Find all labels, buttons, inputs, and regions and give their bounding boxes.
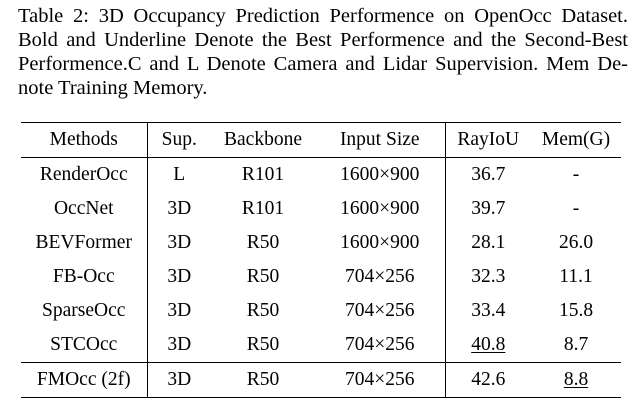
cell-rayiou-best: 42.6 (445, 362, 531, 398)
cell-sup: L (147, 157, 211, 192)
table-row: RenderOcc L R101 1600×900 36.7 - (21, 157, 621, 192)
caption-line: Performence.C and L Denote Camera and Li… (18, 53, 628, 75)
caption-line: Bold and Underline Denote the Best Perfo… (18, 29, 628, 51)
table-row: SparseOcc 3D R50 704×256 33.4 15.8 (21, 294, 621, 328)
cell-method: STCOcc (21, 328, 148, 363)
cell-input-size: 704×256 (315, 328, 446, 363)
cell-mem: 26.0 (558, 232, 594, 253)
cell-input-size: 1600×900 (315, 192, 446, 226)
table-row: BEVFormer 3D R50 1600×900 28.1 26.0 (21, 226, 621, 260)
cell-sup: 3D (167, 334, 192, 355)
cell-input-size: 704×256 (315, 362, 446, 398)
cell-sup: 3D (147, 362, 211, 398)
table-row: OccNet 3D R101 1600×900 39.7 - (21, 192, 621, 226)
cell-backbone: R50 (246, 266, 280, 287)
cell-backbone: R50 (246, 232, 280, 253)
cell-mem-best: 8.7 (563, 334, 589, 355)
header-rayiou: RayIoU (445, 122, 531, 158)
cell-backbone: R101 (211, 157, 315, 192)
cell-method: BEVFormer (21, 226, 148, 260)
cell-rayiou: 28.1 (471, 232, 506, 253)
header-methods: Methods (21, 122, 148, 158)
cell-rayiou: 39.7 (471, 198, 506, 219)
cell-mem: 15.8 (558, 300, 594, 321)
results-table: Methods Sup. Backbone Input Size RayIoU … (21, 122, 621, 398)
cell-method: OccNet (21, 192, 148, 226)
cell-backbone: R50 (211, 362, 315, 398)
cell-input-size: 704×256 (315, 260, 446, 294)
cell-backbone: R50 (246, 334, 280, 355)
header-input-size: Input Size (315, 122, 446, 158)
cell-input-size: 1600×900 (315, 226, 446, 260)
cell-sup: 3D (167, 266, 192, 287)
cell-rayiou: 32.3 (471, 266, 506, 287)
header-mem: Mem(G) (531, 122, 621, 158)
caption-line: Table 2: 3D Occupancy Prediction Perform… (18, 5, 628, 27)
cell-rayiou: 36.7 (445, 157, 531, 192)
cell-backbone: R101 (241, 198, 285, 219)
table-header-row: Methods Sup. Backbone Input Size RayIoU … (21, 122, 621, 158)
cell-sup: 3D (167, 198, 192, 219)
cell-method: SparseOcc (21, 294, 148, 328)
table-row: FB-Occ 3D R50 704×256 32.3 11.1 (21, 260, 621, 294)
cell-sup: 3D (167, 232, 192, 253)
cell-method: RenderOcc (21, 157, 148, 192)
cell-mem: - (572, 198, 580, 219)
cell-input-size: 1600×900 (315, 157, 446, 192)
cell-sup: 3D (167, 300, 192, 321)
cell-method: FB-Occ (21, 260, 148, 294)
caption-line: note Training Memory. (18, 77, 208, 99)
header-sup: Sup. (147, 122, 211, 158)
table-row: STCOcc 3D R50 704×256 40.8 8.7 (21, 328, 621, 363)
cell-backbone: R50 (246, 300, 280, 321)
header-backbone: Backbone (211, 122, 315, 158)
cell-input-size: 704×256 (315, 294, 446, 328)
cell-mem-second-best: 8.8 (531, 362, 621, 398)
cell-rayiou-second-best: 40.8 (471, 334, 506, 355)
cell-rayiou: 33.4 (471, 300, 506, 321)
cell-method: FMOcc (2f) (21, 362, 148, 398)
cell-mem: - (531, 157, 621, 192)
table-row-ours: FMOcc (2f) 3D R50 704×256 42.6 8.8 (21, 362, 621, 398)
cell-mem: 11.1 (559, 266, 593, 287)
table-caption: Table 2: 3D Occupancy Prediction Perform… (18, 4, 628, 100)
